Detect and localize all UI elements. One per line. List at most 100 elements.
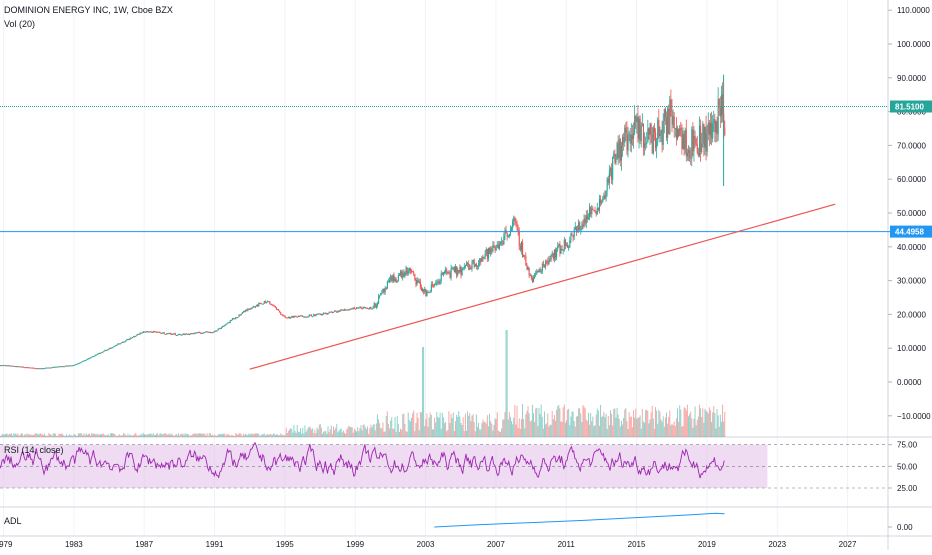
volume-bar [351, 427, 353, 437]
candle-body [676, 129, 679, 139]
volume-bar [713, 406, 715, 437]
volume-bar [536, 407, 538, 437]
candle-body [26, 367, 28, 369]
volume-bar [42, 435, 44, 437]
volume-bar [390, 420, 392, 437]
volume-bar [183, 435, 185, 437]
candle-body [715, 121, 717, 133]
candle-body [360, 306, 362, 309]
volume-bar [30, 434, 32, 437]
candle-body [559, 243, 561, 254]
volume-bar [284, 434, 286, 437]
candle-body [597, 207, 599, 211]
candle-body [69, 365, 71, 367]
candle-body [186, 333, 188, 335]
volume-bar [245, 433, 247, 437]
volume-bar [518, 418, 520, 437]
volume-bar [350, 427, 352, 437]
price-tick-label: 20.0000 [897, 310, 926, 319]
candle-body [78, 363, 80, 365]
volume-bar [113, 433, 115, 437]
candle-body [552, 253, 554, 259]
volume-bar [629, 417, 631, 437]
volume-bar [240, 434, 242, 437]
volume-bar [512, 424, 514, 437]
rsi-line [0, 441, 725, 479]
candle-body [439, 280, 441, 284]
volume-bar [257, 433, 259, 437]
volume-bar [343, 432, 345, 437]
volume-bar [230, 434, 232, 437]
candle-body [598, 198, 601, 211]
candle-body [42, 368, 44, 370]
candle-body [363, 307, 365, 309]
candle-body [295, 316, 297, 318]
volume-bar [347, 427, 349, 437]
volume-bar [127, 433, 129, 437]
candle-body [434, 284, 436, 286]
candle-body [640, 125, 642, 142]
candle-body [705, 126, 707, 152]
volume-bar [580, 413, 582, 437]
volume-bar [513, 417, 515, 437]
volume-bar [9, 433, 11, 437]
candle-body [674, 128, 676, 130]
volume-bar [195, 433, 197, 437]
candle-body [6, 365, 8, 367]
candle-body [289, 316, 291, 319]
candle-body [502, 241, 504, 245]
volume-bar [473, 421, 475, 437]
volume-bar [698, 404, 700, 437]
candle-body [544, 265, 546, 267]
volume-bar [704, 408, 706, 437]
adl-legend: ADL [4, 516, 22, 526]
candle-body [614, 153, 616, 163]
volume-bar [115, 435, 117, 437]
candle-body [208, 332, 210, 334]
candle-body [624, 127, 626, 143]
volume-bar [170, 434, 172, 437]
price-badge [890, 225, 932, 238]
volume-bar [431, 429, 433, 437]
candle-body [103, 351, 105, 353]
candle-body [112, 347, 114, 349]
volume-bar [640, 428, 642, 437]
candle-body [51, 367, 53, 369]
candle-body [72, 365, 74, 367]
volume-bar [342, 430, 344, 437]
candle-body [102, 351, 104, 353]
volume-bar [94, 434, 96, 437]
volume-bar [145, 434, 147, 437]
candle-body [345, 309, 347, 311]
candle-body [449, 273, 451, 278]
volume-bar [150, 433, 152, 437]
candle-body [685, 129, 687, 157]
candle-body [174, 333, 176, 336]
candle-body [269, 301, 271, 304]
volume-bar [714, 413, 716, 437]
candle-body [312, 316, 314, 318]
candle-body [405, 267, 407, 274]
volume-bar [211, 435, 213, 437]
volume-bar [574, 426, 576, 437]
volume-bar [444, 423, 445, 437]
volume-bar [658, 409, 660, 437]
candle-body [631, 134, 634, 140]
volume-bar [607, 416, 609, 437]
candle-body [520, 242, 523, 251]
candle-body [504, 230, 506, 236]
candle-body [709, 122, 712, 136]
volume-bar [638, 417, 640, 437]
candle-body [294, 316, 296, 318]
volume-bar [651, 405, 653, 437]
volume-bar [180, 434, 182, 437]
volume-bar [569, 425, 571, 437]
candle-body [422, 289, 424, 291]
candle-body [407, 270, 409, 275]
candle-body [28, 367, 30, 369]
rsi-tick-label: 50.00 [897, 462, 918, 471]
volume-bar [302, 427, 304, 437]
candle-body [655, 132, 657, 149]
volume-bar [182, 433, 184, 437]
